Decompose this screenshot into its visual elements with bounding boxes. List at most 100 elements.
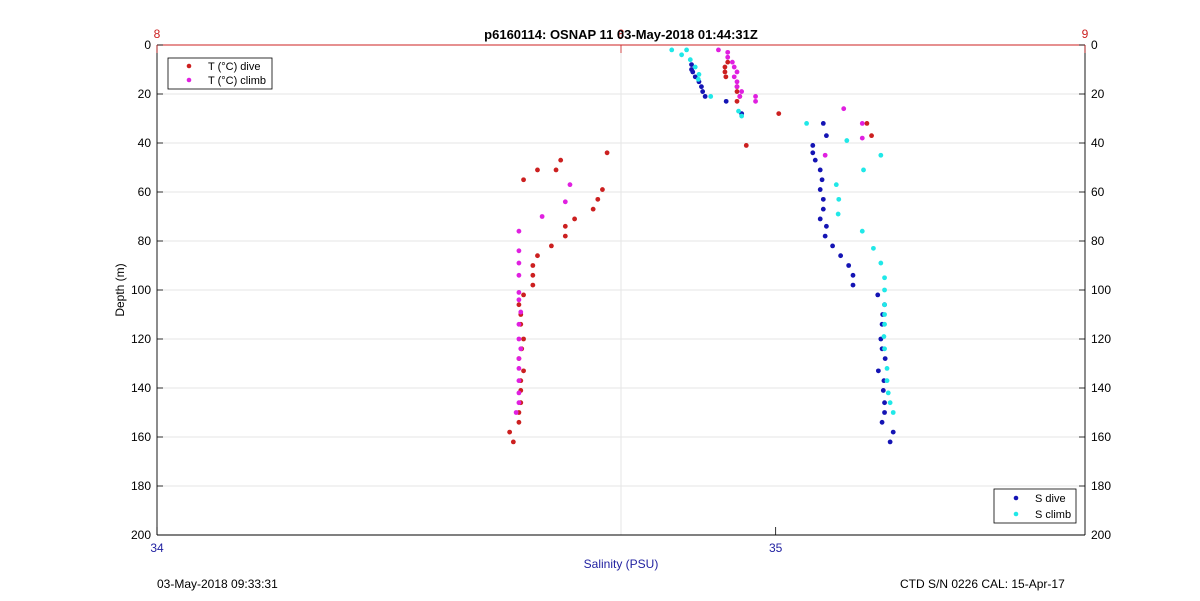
point-t-c-climb <box>734 69 740 75</box>
x-tick-label-salinity: 35 <box>769 541 783 555</box>
y-tick-label-right: 20 <box>1091 87 1105 101</box>
point-t-c-climb <box>725 54 731 60</box>
point-t-c-dive <box>521 292 526 298</box>
point-t-c-dive <box>722 64 728 70</box>
point-t-c-climb <box>516 390 522 396</box>
y-tick-label-left: 0 <box>144 38 151 52</box>
y-tick-label-left: 200 <box>131 528 151 542</box>
point-t-c-dive <box>507 429 513 435</box>
point-s-climb <box>882 346 887 352</box>
point-t-c-dive <box>743 143 749 148</box>
y-tick-label-left: 80 <box>138 234 152 248</box>
point-s-dive <box>819 177 825 183</box>
point-t-c-dive <box>869 133 874 139</box>
point-s-climb <box>878 152 884 158</box>
point-t-c-dive <box>530 282 536 288</box>
point-t-c-dive <box>562 233 568 239</box>
point-t-c-dive <box>723 74 729 80</box>
point-t-c-dive <box>562 223 568 229</box>
legend-label-s-climb: S climb <box>1035 509 1071 521</box>
point-s-climb <box>881 334 887 339</box>
y-tick-label-right: 200 <box>1091 528 1111 542</box>
chart-title: p6160114: OSNAP 11 03-May-2018 01:44:31Z <box>484 27 758 42</box>
y-tick-label-right: 100 <box>1091 283 1111 297</box>
point-s-dive <box>820 196 826 202</box>
y-tick-label-left: 60 <box>138 185 152 199</box>
legend-temperature-box <box>167 57 273 90</box>
y-tick-label-left: 140 <box>131 381 151 395</box>
point-s-dive <box>700 89 706 94</box>
point-s-dive <box>823 133 829 139</box>
point-t-c-dive <box>734 98 740 104</box>
point-t-c-climb <box>731 64 737 70</box>
x-tick-label-salinity: 34 <box>150 541 164 555</box>
point-t-c-dive <box>600 187 605 192</box>
point-t-c-dive <box>558 157 564 163</box>
point-s-climb <box>878 260 884 266</box>
point-s-dive <box>882 400 887 406</box>
point-t-c-dive <box>516 419 522 425</box>
point-s-climb <box>679 52 685 58</box>
legend-label-t-dive: T (°C) dive <box>208 61 260 73</box>
point-s-climb <box>890 410 896 415</box>
legend-marker-t-climb <box>186 77 192 83</box>
point-s-dive <box>810 150 816 156</box>
point-s-climb <box>835 211 841 217</box>
legend-label-s-dive: S dive <box>1035 493 1066 505</box>
point-s-dive <box>882 356 888 361</box>
point-t-c-climb <box>516 400 522 406</box>
y-tick-label-right: 120 <box>1091 332 1111 346</box>
point-t-c-dive <box>590 206 596 212</box>
point-s-dive <box>890 429 896 435</box>
y-tick-label-right: 140 <box>1091 381 1111 395</box>
point-t-c-climb <box>516 272 522 278</box>
point-t-c-dive <box>725 59 731 65</box>
point-t-c-dive <box>776 111 782 116</box>
legend-salinity-box <box>993 488 1077 524</box>
x-tick-label-temperature: 8 <box>154 27 161 41</box>
point-t-c-climb <box>737 94 743 99</box>
point-t-c-climb <box>567 182 573 188</box>
point-s-dive <box>838 253 844 259</box>
point-t-c-dive <box>864 121 870 126</box>
point-s-dive <box>879 419 885 425</box>
point-s-climb <box>684 47 689 53</box>
x-tick-label-temperature: 9 <box>1082 27 1089 41</box>
point-s-dive <box>723 98 729 104</box>
point-s-climb <box>882 321 887 327</box>
point-t-c-dive <box>530 263 536 268</box>
point-t-c-climb <box>734 79 740 85</box>
point-t-c-climb <box>731 74 737 80</box>
y-tick-label-right: 80 <box>1091 234 1105 248</box>
x-tick-label-temperature: 8 <box>618 27 625 41</box>
point-t-c-climb <box>518 346 524 352</box>
point-t-c-climb <box>716 47 721 53</box>
point-s-dive <box>822 233 828 239</box>
point-s-climb <box>736 108 741 114</box>
point-s-dive <box>850 282 856 288</box>
x-axis-label-salinity: Salinity (PSU) <box>584 557 659 571</box>
point-s-dive <box>850 272 856 278</box>
point-s-climb <box>844 138 850 143</box>
point-t-c-climb <box>516 366 522 371</box>
footer-ctd-info: CTD S/N 0226 CAL: 15-Apr-17 <box>900 577 1065 591</box>
point-t-c-dive <box>734 89 740 94</box>
point-t-c-climb <box>516 290 522 295</box>
point-s-climb <box>692 64 698 70</box>
y-tick-label-right: 160 <box>1091 430 1111 444</box>
point-s-climb <box>804 121 809 126</box>
y-tick-label-left: 160 <box>131 430 151 444</box>
point-t-c-dive <box>604 150 610 156</box>
y-tick-label-left: 120 <box>131 332 151 346</box>
point-t-c-climb <box>822 152 828 158</box>
point-t-c-climb <box>516 260 522 266</box>
point-s-climb <box>859 228 865 234</box>
point-t-c-climb <box>753 98 758 104</box>
point-s-climb <box>882 312 887 317</box>
point-t-c-climb <box>518 309 524 315</box>
point-t-c-climb <box>841 106 847 112</box>
y-tick-label-left: 100 <box>131 283 151 297</box>
point-s-dive <box>812 157 818 163</box>
point-t-c-climb <box>539 214 545 219</box>
